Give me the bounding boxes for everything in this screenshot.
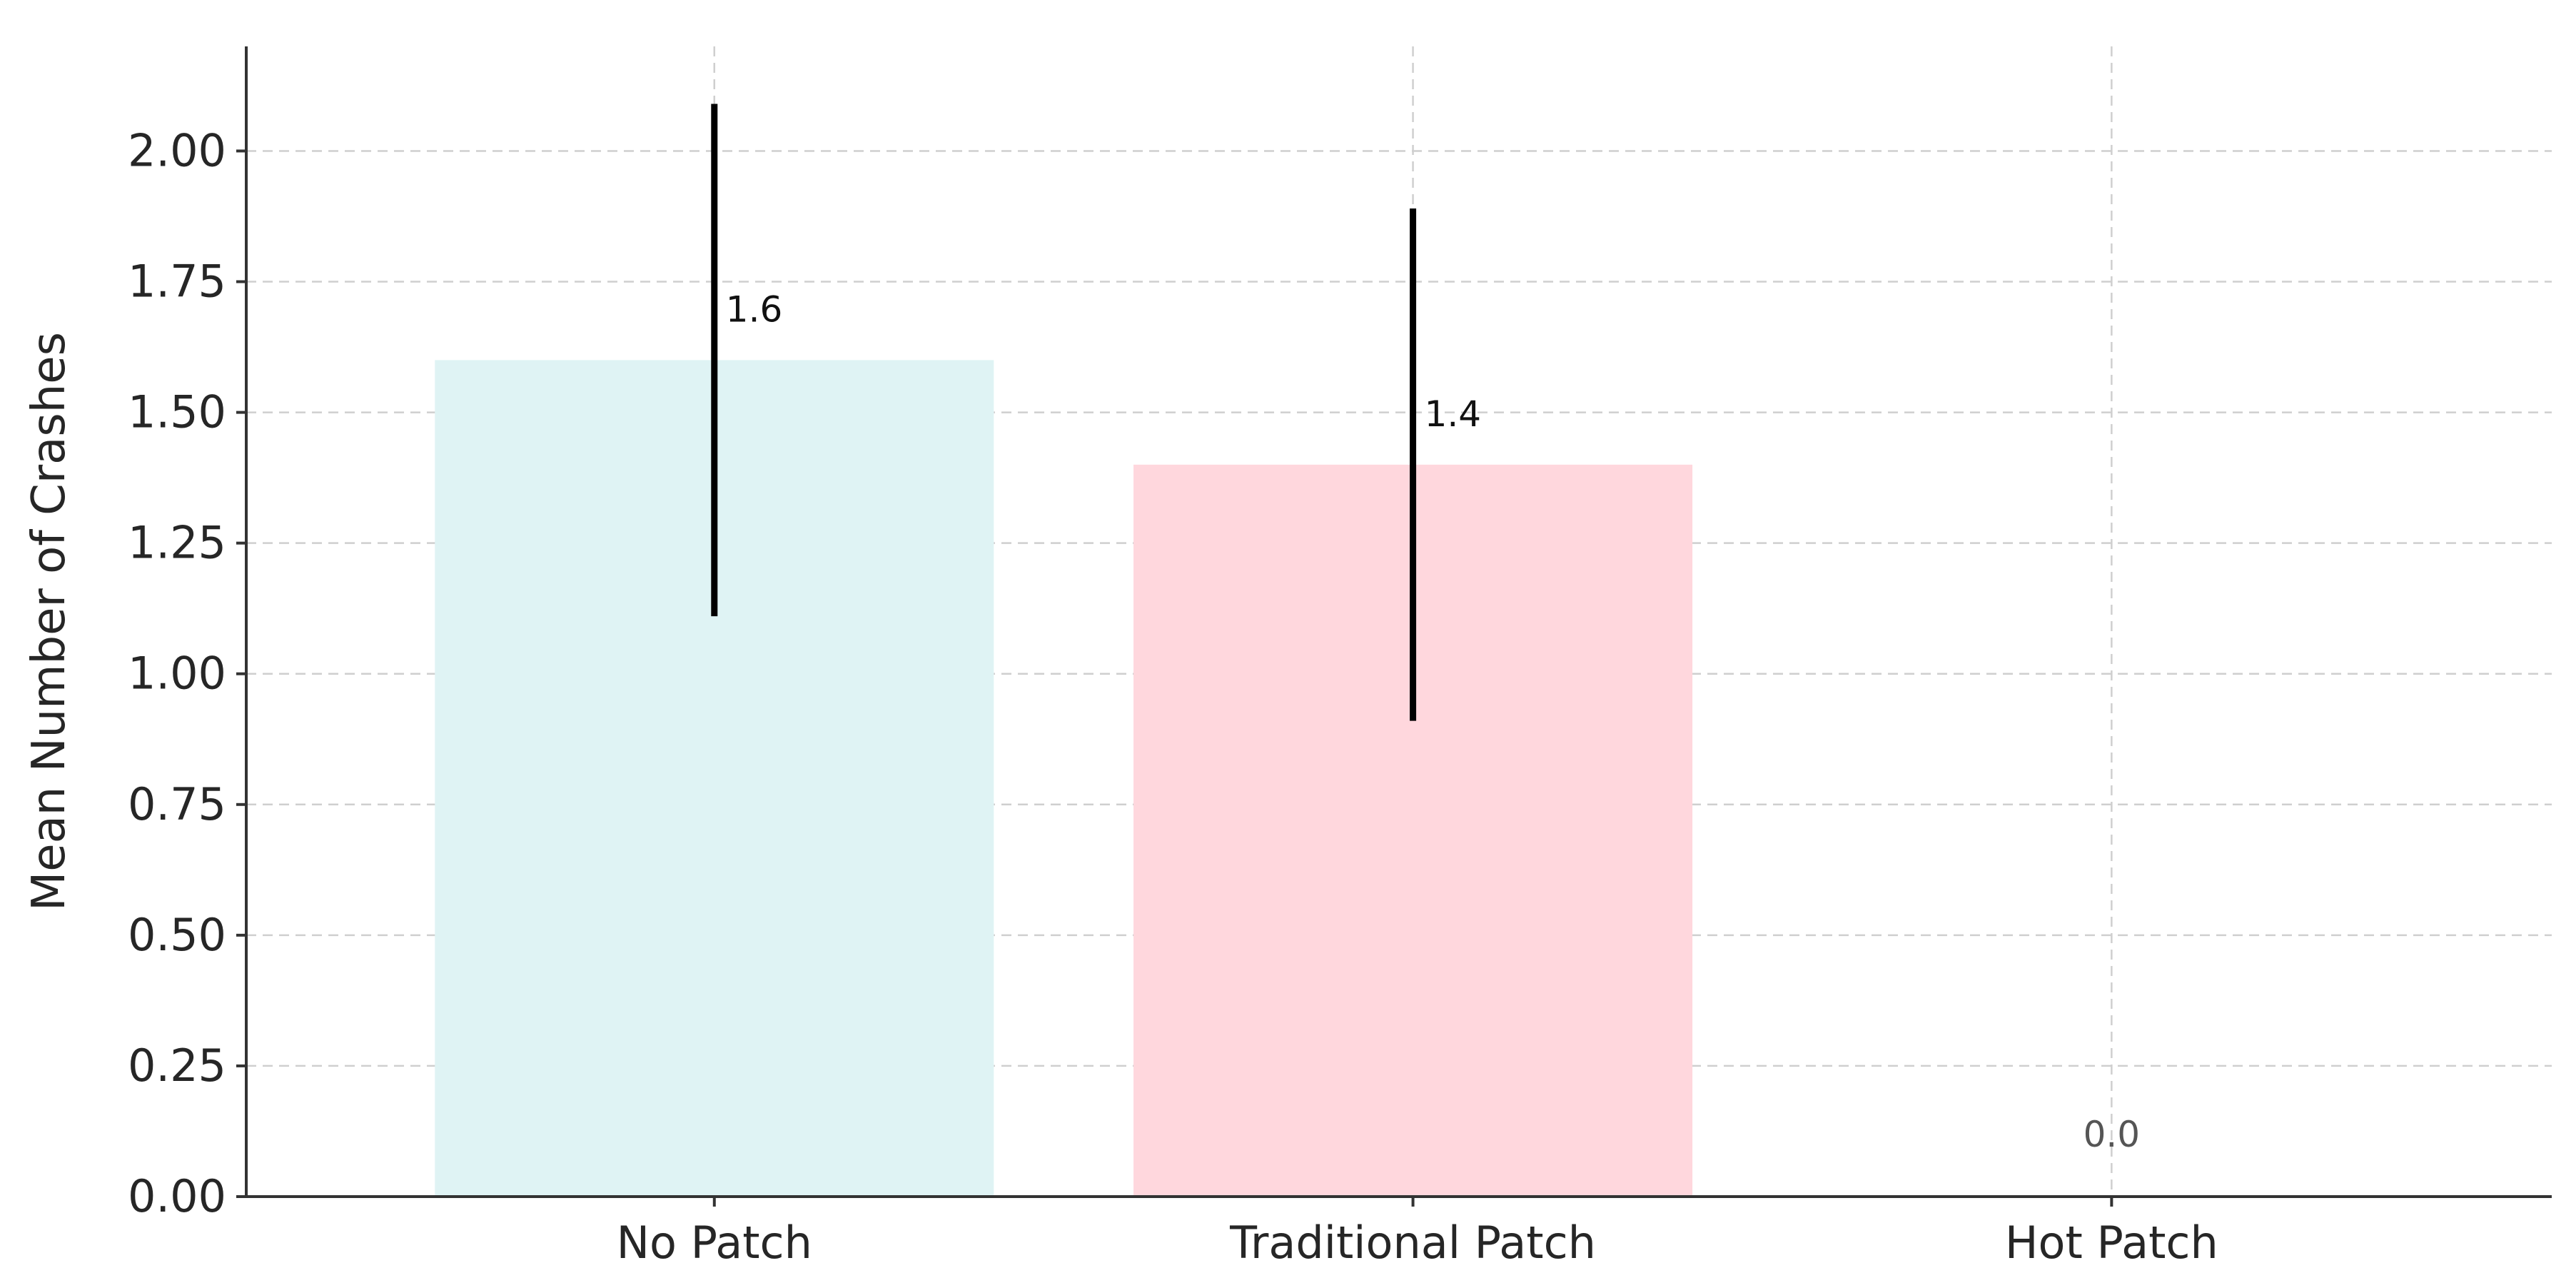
y-tick-label: 0.75 (128, 778, 226, 830)
bar-value-label: 1.6 (726, 288, 783, 330)
y-axis-label: Mean Number of Crashes (23, 332, 76, 911)
y-tick-label: 1.00 (128, 648, 226, 700)
bar-value-label: 1.4 (1425, 393, 1482, 435)
x-tick-label: No Patch (617, 1217, 812, 1269)
y-tick-label: 1.25 (128, 517, 226, 569)
y-tick-label: 1.50 (128, 386, 226, 438)
axes (245, 46, 2552, 1198)
y-tick-label: 1.75 (128, 256, 226, 308)
x-tick-label: Hot Patch (2005, 1217, 2218, 1269)
data-labels: 1.6 1.4 0.0 (726, 288, 2140, 1155)
x-tick-label: Traditional Patch (1229, 1217, 1596, 1269)
error-bars (711, 104, 1417, 721)
y-tick-label: 0.00 (128, 1170, 226, 1222)
ticks: 0.00 0.25 0.50 0.75 1.00 1.25 1.50 1.75 2.00 No P… (128, 124, 2218, 1269)
y-tick-label: 0.25 (128, 1040, 226, 1092)
y-tick-label: 2.00 (128, 124, 226, 176)
y-tick-label: 0.50 (128, 909, 226, 961)
bar-value-label: 0.0 (2083, 1114, 2141, 1155)
bars (435, 360, 1693, 1197)
